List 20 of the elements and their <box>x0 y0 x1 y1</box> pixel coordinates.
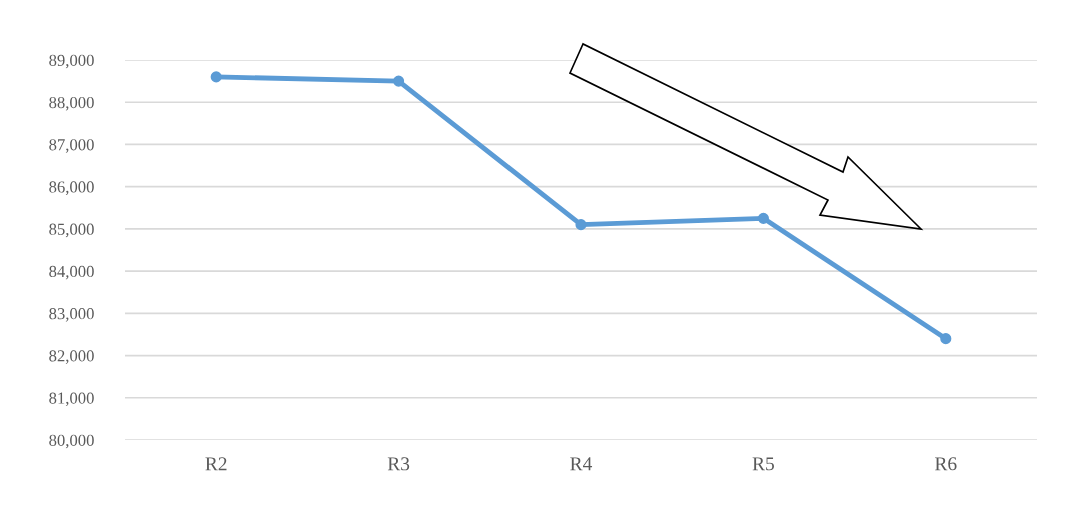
y-tick-label: 82,000 <box>49 350 94 364</box>
x-tick-label: R3 <box>387 457 410 471</box>
y-tick-label: 83,000 <box>49 308 94 322</box>
point <box>575 219 587 231</box>
y-tick-label: 88,000 <box>49 96 94 111</box>
point <box>757 212 769 224</box>
x-tick-label: R4 <box>570 457 593 471</box>
y-tick-label: 85,000 <box>49 223 94 238</box>
y-tick-label: 84,000 <box>49 265 94 280</box>
point <box>393 75 405 87</box>
y-tick-label: 80,000 <box>49 434 94 449</box>
x-tick-label: R6 <box>935 457 957 471</box>
y-tick-label: 87,000 <box>49 139 94 153</box>
point <box>940 333 952 345</box>
y-tick-label: 89,000 <box>49 54 94 69</box>
x-tick-label: R5 <box>752 457 774 471</box>
y-tick-label: 86,000 <box>49 181 94 196</box>
y-tick-label: 81,000 <box>49 392 94 407</box>
x-tick-label: R2 <box>205 457 227 471</box>
point <box>210 71 222 83</box>
